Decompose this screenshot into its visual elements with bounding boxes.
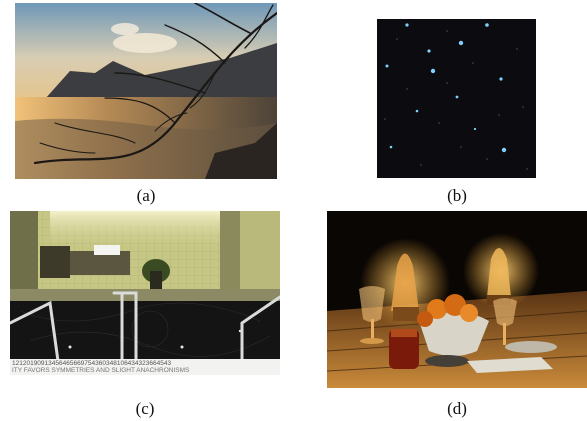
caption-a: (a) bbox=[136, 186, 156, 205]
panel-c-image: 1212019091345646566975436034810643432366… bbox=[10, 211, 280, 375]
panel-d-image bbox=[327, 211, 587, 388]
oil-lamps-illustration bbox=[327, 211, 587, 388]
caption-c: (c) bbox=[135, 399, 155, 418]
pool-inscription-words: ITY FAVORS SYMMETRIES AND SLIGHT ANACHRO… bbox=[12, 367, 190, 374]
starry-sky-illustration bbox=[377, 19, 536, 178]
panel-b-image bbox=[377, 19, 536, 178]
sunset-sea-illustration bbox=[15, 3, 277, 179]
pool-inscription-digits: 1212019091345646566975436034810643432366… bbox=[12, 360, 171, 367]
indoor-pool-illustration: 1212019091345646566975436034810643432366… bbox=[10, 211, 280, 375]
caption-b: (b) bbox=[447, 186, 467, 205]
panel-a-image bbox=[15, 3, 277, 179]
caption-d: (d) bbox=[447, 399, 467, 418]
